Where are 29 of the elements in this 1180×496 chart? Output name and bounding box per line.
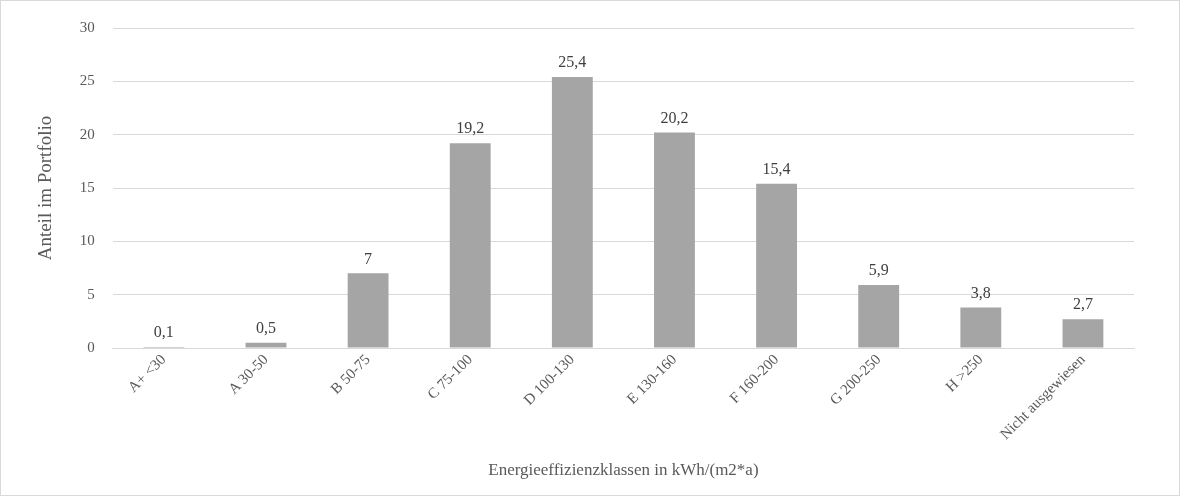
y-tick-label: 15 xyxy=(79,178,95,195)
bar xyxy=(654,132,695,348)
bar xyxy=(347,273,389,348)
data-label: 15,4 xyxy=(762,159,791,177)
bar xyxy=(449,143,491,348)
data-label: 5,9 xyxy=(868,261,889,279)
bar xyxy=(245,342,287,348)
y-tick-label: 20 xyxy=(79,125,95,142)
x-tick-label: A+ <30 xyxy=(124,351,169,396)
data-label: 20,2 xyxy=(660,108,689,126)
y-axis-title: Anteil im Portfolio xyxy=(34,115,56,261)
bar xyxy=(960,307,1002,348)
y-tick-label: 5 xyxy=(87,285,95,302)
bar xyxy=(858,285,900,348)
y-tick-label: 0 xyxy=(87,338,95,355)
y-tick-label: 10 xyxy=(79,232,95,249)
data-label: 3,8 xyxy=(970,283,991,301)
data-label: 7 xyxy=(364,249,373,267)
data-label: 2,7 xyxy=(1072,295,1093,313)
data-label: 19,2 xyxy=(456,119,485,137)
data-label: 0,5 xyxy=(255,318,276,336)
y-tick-label: 30 xyxy=(79,18,95,35)
x-axis-title: Energieeffizienzklassen in kWh/(m2*a) xyxy=(488,460,759,480)
bar xyxy=(551,77,593,348)
y-tick-label: 25 xyxy=(79,72,95,89)
bar xyxy=(1062,319,1104,348)
data-label: 0,1 xyxy=(153,323,174,341)
bar xyxy=(756,183,797,348)
data-label: 25,4 xyxy=(558,53,587,71)
